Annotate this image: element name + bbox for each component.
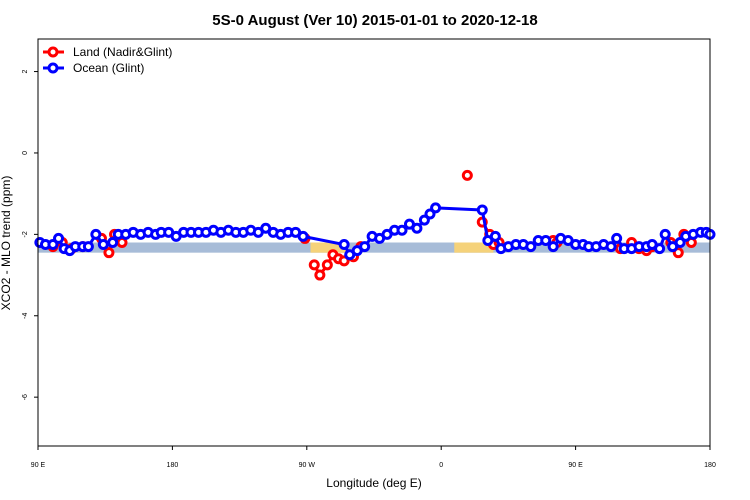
land-point-9	[308, 259, 320, 271]
ocean-point-52	[476, 204, 488, 216]
legend-ocean-label: Ocean (Glint)	[73, 61, 144, 75]
x-tick-label-1: 180	[167, 462, 179, 469]
uncertainty-band	[38, 242, 710, 253]
ocean-point-59	[525, 241, 537, 253]
ocean-point-37	[297, 230, 309, 242]
ocean-point-48	[411, 222, 423, 234]
ocean-point-54	[489, 230, 501, 242]
x-axis-ticks: 90 E 180 90 W 0 90 E 180	[31, 446, 716, 469]
ocean-point-11	[107, 237, 119, 248]
x-tick-label-4: 90 E	[568, 462, 583, 469]
y-axis-label: XCO2 - MLO trend (ppm)	[0, 176, 13, 311]
y-tick-label-4: -6	[22, 394, 29, 400]
ocean-point-41	[359, 241, 371, 253]
series-layer	[34, 169, 716, 281]
land-point-5	[103, 247, 115, 259]
x-tick-label-2: 90 W	[299, 462, 316, 469]
ocean-point-51	[430, 202, 442, 214]
ocean-point-10	[97, 239, 109, 251]
ocean-point-77	[654, 243, 666, 255]
land-point-11	[321, 259, 333, 271]
ocean-point-71	[611, 232, 623, 244]
x-axis-label: Longitude (deg E)	[326, 476, 421, 490]
x-tick-label-3: 0	[439, 462, 443, 469]
y-tick-label-2: -2	[22, 231, 29, 237]
x-tick-label-5: 180	[704, 462, 716, 469]
y-tick-label-0: 2	[22, 70, 29, 74]
legend-land-marker	[47, 46, 59, 58]
ocean-point-62	[547, 241, 559, 253]
ocean-point-70	[605, 241, 617, 253]
ocean-band	[38, 242, 710, 253]
legend-ocean-marker	[47, 62, 59, 74]
land-band-0	[310, 242, 348, 253]
ocean-point-46	[396, 224, 408, 236]
y-tick-label-3: -4	[22, 313, 29, 319]
x-tick-label-0: 90 E	[31, 462, 46, 469]
y-axis-ticks: 2 0 -2 -4 -6	[22, 70, 38, 400]
legend: Land (Nadir&Glint) Ocean (Glint)	[43, 45, 172, 75]
land-band-1	[454, 242, 494, 253]
land-point-17	[461, 169, 473, 181]
ocean-point-78	[659, 228, 671, 240]
legend-land-label: Land (Nadir&Glint)	[73, 45, 172, 59]
chart-title: 5S-0 August (Ver 10) 2015-01-01 to 2020-…	[212, 12, 537, 29]
ocean-point-8	[82, 241, 94, 253]
plot-frame	[37, 38, 711, 447]
ocean-point-61	[540, 234, 552, 246]
land-point-10	[314, 269, 326, 281]
ocean-point-9	[90, 228, 102, 240]
ocean-point-38	[338, 239, 350, 251]
y-tick-label-1: 0	[22, 151, 29, 155]
ocean-point-3	[53, 232, 65, 244]
